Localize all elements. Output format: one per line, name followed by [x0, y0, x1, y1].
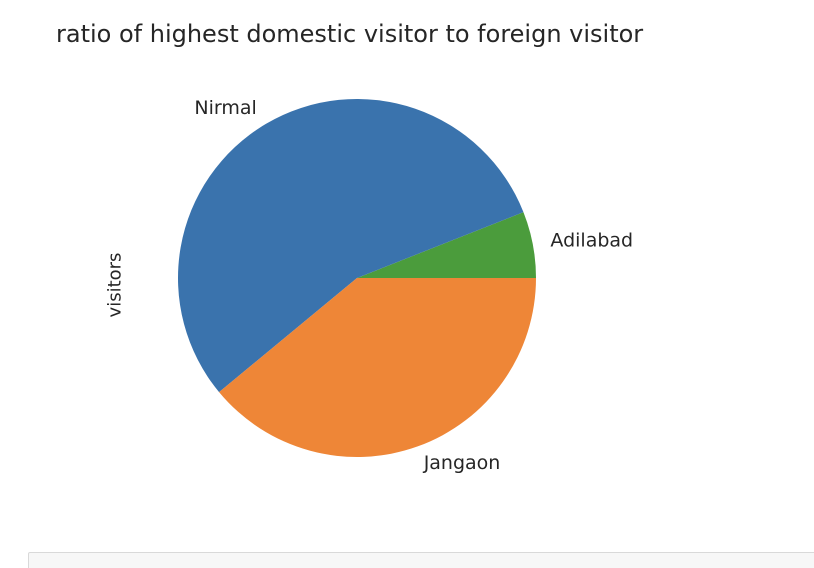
next-output-cell[interactable]: [28, 552, 814, 568]
pie-label-nirmal: Nirmal: [194, 97, 256, 119]
chart-title: ratio of highest domestic visitor to for…: [56, 20, 644, 48]
pie-label-jangaon: Jangaon: [423, 452, 501, 474]
pie-slice-adilabad: [357, 212, 536, 278]
pie-label-adilabad: Adilabad: [550, 230, 633, 252]
pie-slice-nirmal: [178, 99, 524, 393]
pie-slice-jangaon: [219, 278, 536, 458]
